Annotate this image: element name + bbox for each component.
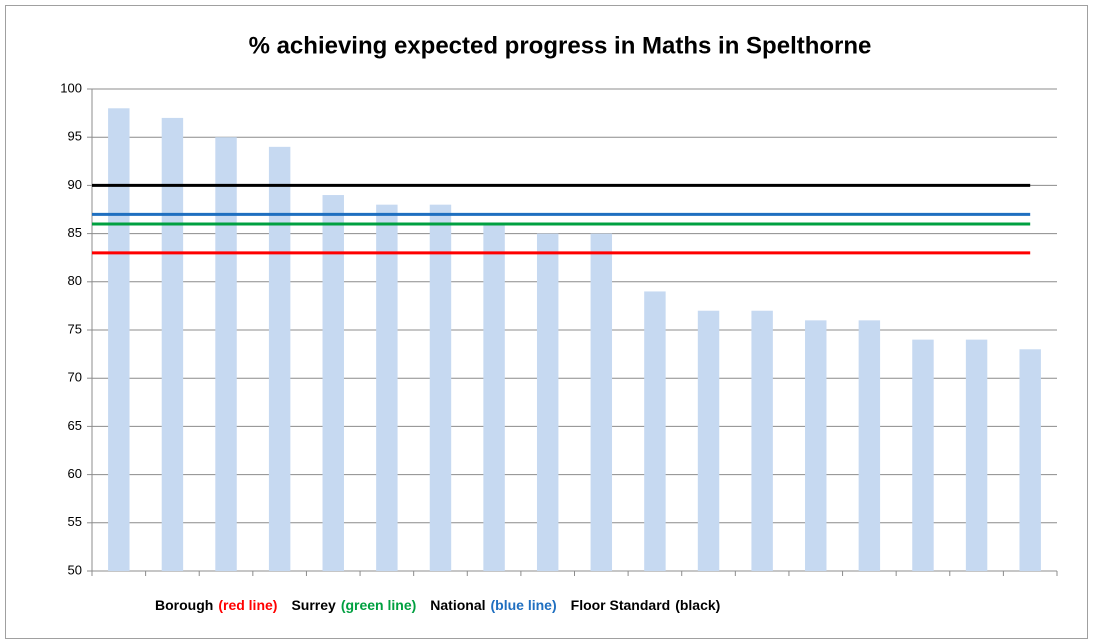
legend: Borough (red line) Surrey (green line) Natio… [155,597,720,613]
bar [697,310,720,571]
bar [912,339,934,571]
y-tick-label: 55 [68,514,82,529]
bar [751,310,773,571]
legend-note: (red line) [218,597,277,613]
y-tick-label: 70 [68,370,82,385]
y-tick-label: 85 [68,225,82,240]
bar [376,204,398,571]
y-tick-label: 100 [60,80,82,95]
y-tick-label: 50 [68,562,82,577]
legend-label: Borough [155,597,213,613]
legend-note: (green line) [341,597,416,613]
y-tick-label: 60 [68,466,82,481]
y-tick-label: 95 [68,129,82,144]
bar [161,117,184,572]
bar [429,204,452,571]
bar [1019,349,1041,571]
bar [536,233,559,571]
bar [590,233,613,571]
bar [644,291,666,571]
legend-label: National [430,597,485,613]
bar [965,339,988,571]
bar [268,146,291,571]
y-tick-label: 65 [68,418,82,433]
chart-title: % achieving expected progress in Maths i… [249,32,872,59]
y-tick-label: 80 [68,273,82,288]
bar [322,195,344,572]
legend-note: (black) [675,597,720,613]
legend-label: Surrey [291,597,336,613]
legend-note: (blue line) [491,597,557,613]
bar [108,108,130,571]
y-tick-label: 90 [68,177,82,192]
y-tick-label: 75 [68,321,82,336]
bar [215,137,237,571]
bar [805,320,827,571]
bar [483,223,505,571]
bar [858,320,881,571]
legend-label: Floor Standard [571,597,671,613]
